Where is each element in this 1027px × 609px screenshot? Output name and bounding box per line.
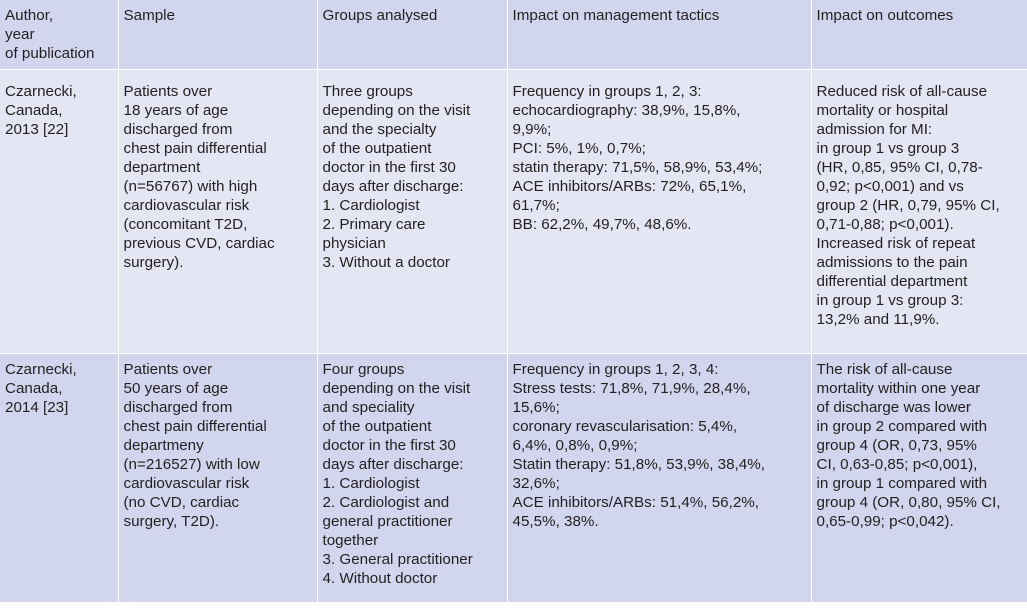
cell-outcomes: The risk of all-cause mortality within o…: [811, 353, 1027, 603]
cell-sample: Patients over 18 years of age discharged…: [118, 69, 318, 354]
cell-author: Czarnecki, Canada, 2014 [23]: [0, 353, 119, 603]
header-management: Impact on management tactics: [507, 0, 812, 70]
header-row: Author, year of publication Sample Group…: [0, 0, 1027, 70]
header-author: Author, year of publication: [0, 0, 119, 70]
cell-management: Frequency in groups 1, 2, 3, 4: Stress t…: [507, 353, 812, 603]
header-sample: Sample: [118, 0, 318, 70]
cell-outcomes: Reduced risk of all-cause mortality or h…: [811, 69, 1027, 354]
cell-author: Czarnecki, Canada, 2013 [22]: [0, 69, 119, 354]
header-groups: Groups analysed: [317, 0, 508, 70]
cell-management: Frequency in groups 1, 2, 3: echocardiog…: [507, 69, 812, 354]
table-row: Czarnecki, Canada, 2013 [22] Patients ov…: [0, 69, 1027, 354]
cell-groups: Four groups depending on the visit and s…: [317, 353, 508, 603]
cell-sample: Patients over 50 years of age discharged…: [118, 353, 318, 603]
header-outcomes: Impact on outcomes: [811, 0, 1027, 70]
cell-groups: Three groups depending on the visit and …: [317, 69, 508, 354]
table-row: Czarnecki, Canada, 2014 [23] Patients ov…: [0, 353, 1027, 603]
